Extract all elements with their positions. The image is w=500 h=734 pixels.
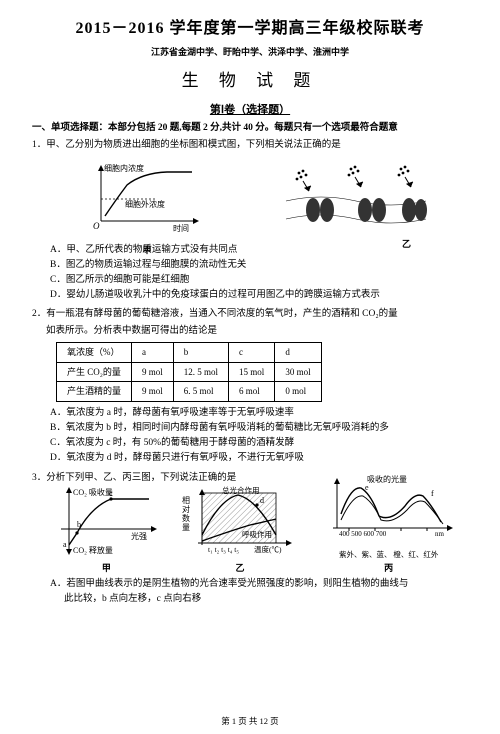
subject-title: 生 物 试 题 bbox=[32, 69, 468, 93]
svg-text:总光合作用: 总光合作用 bbox=[222, 485, 260, 495]
svg-text:CO₂ 释放量: CO₂ 释放量 bbox=[73, 545, 113, 555]
q3-chart-jia-svg: a b c CO₂ 吸收量 光强 CO₂ 释放量 bbox=[51, 485, 161, 557]
table-row: 氧浓度（%） a b c d bbox=[57, 342, 322, 362]
q1-chart1-caption: 甲 bbox=[87, 244, 207, 257]
q1-chart-yi-svg bbox=[281, 161, 431, 233]
q3-chart-yi-svg: d 相 对 数 量 总光合作用 呼吸作用 t₁ t₂ t₃ t₄ t₅ 温度(℃… bbox=[180, 485, 300, 557]
q2-opt-d: D．氧浓度为 d 时，酵母菌只进行有氧呼吸，不进行无氧呼吸 bbox=[50, 451, 468, 466]
q1-chart-yi: 乙 bbox=[281, 161, 431, 239]
q1-opt-d: D．婴幼儿肠道吸收乳汁中的免疫球蛋白的过程可用图乙中的跨膜运输方式表示 bbox=[50, 288, 468, 303]
origin-label: O bbox=[93, 221, 100, 231]
q3-bing-bottom-label: 紫外、紫、蓝、 橙、红、红外 bbox=[319, 550, 459, 561]
q2-text-line2: 如表所示。分析表中数据可得出的结论是 bbox=[32, 324, 468, 338]
cell: b bbox=[173, 342, 228, 362]
cell: 产生酒精的量 bbox=[57, 382, 132, 402]
cell: 30 mol bbox=[275, 362, 321, 382]
svg-text:a: a bbox=[63, 540, 67, 549]
cell: a bbox=[132, 342, 174, 362]
svg-text:光强: 光强 bbox=[131, 531, 147, 541]
svg-text:温度(℃): 温度(℃) bbox=[254, 544, 282, 554]
section-title: 第Ⅰ卷（选择题） bbox=[32, 103, 468, 118]
cell: d bbox=[275, 342, 321, 362]
q3-chart-yi: d 相 对 数 量 总光合作用 呼吸作用 t₁ t₂ t₃ t₄ t₅ 温度(℃… bbox=[180, 485, 300, 575]
svg-text:量: 量 bbox=[182, 523, 190, 532]
q1-text: 1．甲、乙分别为物质进出细胞的坐标图和模式图，下列相关说法正确的是 bbox=[32, 138, 468, 152]
q1-opt-c: C．图乙所示的细胞可能是红细胞 bbox=[50, 273, 468, 288]
q3-opt-a-line1: A．若图甲曲线表示的是阴生植物的光合速率受光照强度的影响，则阳生植物的曲线与 bbox=[50, 577, 468, 592]
main-title: 2015－2016 学年度第一学期高三年级校际联考 bbox=[32, 18, 468, 40]
svg-text:呼吸作用: 呼吸作用 bbox=[242, 529, 272, 539]
q1-opt-b: B．图乙的物质运输过程与细胞膜的流动性无关 bbox=[50, 258, 468, 273]
svg-text:数: 数 bbox=[182, 513, 190, 523]
q2-text-line1: 2．有一瓶混有酵母菌的葡萄糖溶液，当通入不同浓度的氧气时，产生的酒精和 CO₂的… bbox=[32, 307, 468, 321]
q3-chart-bing-svg: e f 吸收的光量 400 500 600 700 nm bbox=[319, 474, 459, 546]
table-row: 产生酒精的量 9 mol 6. 5 mol 6 mol 0 mol bbox=[57, 382, 322, 402]
q3-chart-bing: e f 吸收的光量 400 500 600 700 nm 紫外、紫、蓝、 橙、红… bbox=[319, 474, 459, 575]
q1-chart-jia: 细胞内浓度 细胞外浓度 时间 O 甲 bbox=[87, 161, 207, 239]
svg-text:e: e bbox=[365, 483, 369, 492]
svg-text:对: 对 bbox=[182, 504, 190, 514]
svg-text:相: 相 bbox=[182, 495, 190, 505]
page-footer: 第 1 页 共 12 页 bbox=[0, 716, 500, 728]
q3-options: A．若图甲曲线表示的是阴生植物的光合速率受光照强度的影响，则阳生植物的曲线与 此… bbox=[32, 577, 468, 607]
q2-opt-b: B．氧浓度为 b 时，相同时间内酵母菌有氧呼吸消耗的葡萄糖比无氧呼吸消耗的多 bbox=[50, 421, 468, 436]
cell: 6 mol bbox=[229, 382, 275, 402]
svg-text:400 500 600 700: 400 500 600 700 bbox=[339, 530, 387, 538]
svg-text:吸收的光量: 吸收的光量 bbox=[367, 474, 407, 484]
q3-yi-caption: 乙 bbox=[180, 562, 300, 575]
cell: c bbox=[229, 342, 275, 362]
svg-text:t₁ t₂ t₃ t₄ t₅: t₁ t₂ t₃ t₄ t₅ bbox=[208, 545, 239, 554]
cell: 0 mol bbox=[275, 382, 321, 402]
cell: 氧浓度（%） bbox=[57, 342, 132, 362]
cell: 9 mol bbox=[132, 382, 174, 402]
q2-opt-c: C．氧浓度为 c 时，有 50%的葡萄糖用于酵母菌的酒精发酵 bbox=[50, 436, 468, 451]
q3-opt-a-line2: 此比较，b 点向左移，c 点向右移 bbox=[50, 592, 468, 607]
y-axis-label: 细胞内浓度 bbox=[104, 163, 144, 173]
cell: 9 mol bbox=[132, 362, 174, 382]
q3-figure-row: a b c CO₂ 吸收量 光强 CO₂ 释放量 甲 bbox=[42, 489, 468, 575]
section-instruction: 一、单项选择题：本部分包括 20 题,每题 2 分,共计 40 分。每题只有一个… bbox=[32, 122, 468, 135]
svg-text:d: d bbox=[260, 496, 264, 505]
q3-bing-caption: 丙 bbox=[319, 562, 459, 575]
cell: 12. 5 mol bbox=[173, 362, 228, 382]
dash-label: 细胞外浓度 bbox=[125, 199, 165, 209]
q2-data-table: 氧浓度（%） a b c d 产生 CO₂的量 9 mol 12. 5 mol … bbox=[56, 342, 322, 402]
q2-opt-a: A．氧浓度为 a 时，酵母菌有氧呼吸速率等于无氧呼吸速率 bbox=[50, 406, 468, 421]
svg-text:b: b bbox=[77, 520, 81, 529]
x-axis-label: 时间 bbox=[173, 223, 189, 233]
q1-chart-jia-svg: 细胞内浓度 细胞外浓度 时间 O bbox=[87, 161, 207, 239]
svg-text:CO₂ 吸收量: CO₂ 吸收量 bbox=[73, 487, 113, 497]
cell: 6. 5 mol bbox=[173, 382, 228, 402]
svg-text:f: f bbox=[431, 489, 434, 498]
table-row: 产生 CO₂的量 9 mol 12. 5 mol 15 mol 30 mol bbox=[57, 362, 322, 382]
q3-jia-caption: 甲 bbox=[51, 562, 161, 575]
schools-subtitle: 江苏省金湖中学、盱眙中学、洪泽中学、淮洲中学 bbox=[32, 46, 468, 59]
svg-text:nm: nm bbox=[435, 530, 445, 538]
cell: 产生 CO₂的量 bbox=[57, 362, 132, 382]
q1-chart2-caption: 乙 bbox=[281, 238, 431, 251]
q3-chart-jia: a b c CO₂ 吸收量 光强 CO₂ 释放量 甲 bbox=[51, 485, 161, 575]
cell: 15 mol bbox=[229, 362, 275, 382]
q1-figure-row: 细胞内浓度 细胞外浓度 时间 O 甲 bbox=[50, 157, 468, 239]
q2-options: A．氧浓度为 a 时，酵母菌有氧呼吸速率等于无氧呼吸速率 B．氧浓度为 b 时，… bbox=[32, 406, 468, 467]
